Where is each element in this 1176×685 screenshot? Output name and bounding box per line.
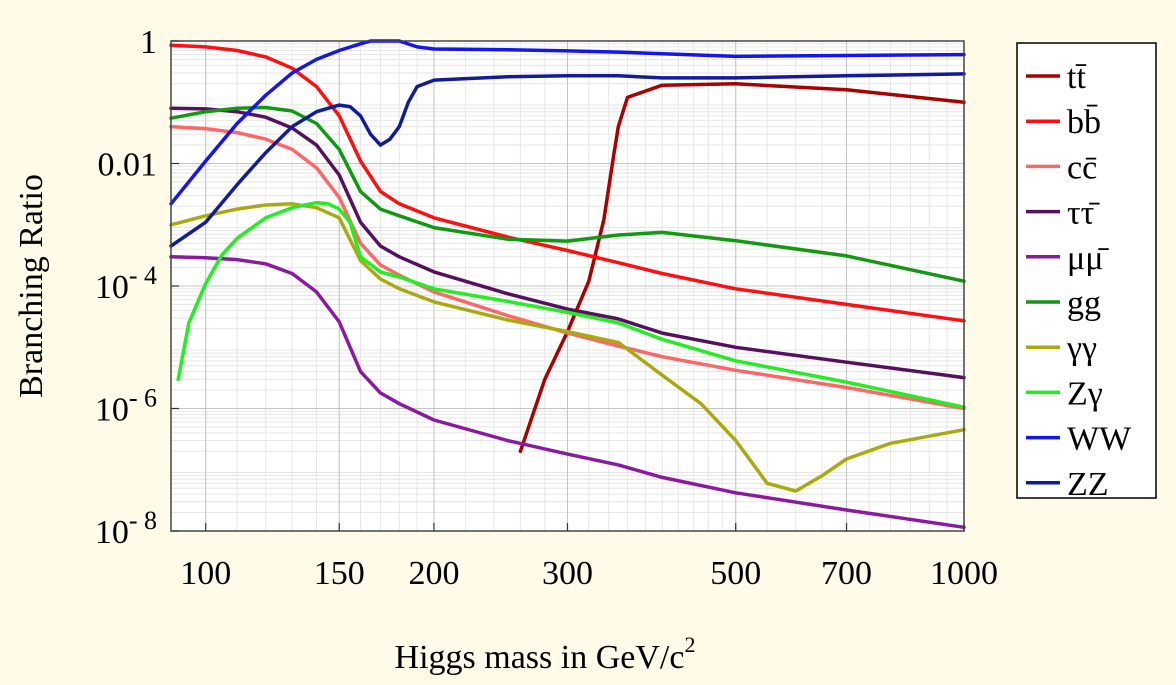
y-tick-label: 1: [140, 24, 157, 61]
series-line: [176, 200, 966, 409]
legend-box: [1016, 42, 1157, 499]
y-axis-title: Branching Ratio: [13, 174, 50, 398]
x-tick-labels: 100 150 200 300 500 700 1000: [180, 555, 998, 592]
x-tick-label: 300: [542, 555, 593, 592]
legend-label: cc̄: [1067, 149, 1097, 186]
y-tick-label-base: 10: [95, 514, 129, 551]
legend-label: WW: [1067, 421, 1132, 458]
legend-label: tt̄: [1067, 59, 1087, 96]
x-axis-title-text: Higgs mass in GeV/c: [395, 639, 685, 676]
y-tick-label-base: 10: [95, 392, 129, 429]
x-tick-label: 150: [314, 555, 365, 592]
series-line: [169, 43, 966, 323]
legend-label: Zγ: [1067, 375, 1103, 412]
y-tick-label: 10- 6: [95, 384, 157, 429]
series-line: [169, 255, 966, 530]
x-tick-label: 100: [180, 555, 231, 592]
series-line: [169, 124, 966, 411]
y-tick-label: 0.01: [98, 147, 158, 184]
x-tick-label: 700: [821, 555, 872, 592]
x-tick-label: 200: [408, 555, 459, 592]
series-line: [169, 105, 966, 283]
series-line: [518, 82, 966, 454]
y-tick-label-exponent: - 6: [129, 384, 157, 413]
legend-label: gg: [1067, 285, 1101, 322]
y-tick-marks: [171, 40, 179, 532]
x-tick-label: 500: [710, 555, 761, 592]
legend-label: μμ̄: [1067, 240, 1109, 277]
y-tick-label-exponent: - 4: [129, 261, 157, 290]
x-axis-title-superscript: 2: [684, 632, 695, 657]
y-tick-label-base: 10: [95, 269, 129, 306]
legend-label: γγ: [1066, 330, 1097, 367]
x-tick-label: 1000: [930, 555, 998, 592]
y-tick-label: 10- 8: [95, 506, 157, 551]
legend-label: ZZ: [1067, 466, 1109, 503]
legend-label: bb̄: [1067, 104, 1101, 141]
series-line: [169, 106, 966, 380]
x-axis-title: Higgs mass in GeV/c2: [395, 632, 696, 676]
x-tick-marks: [205, 523, 965, 531]
y-tick-label: 10- 4: [95, 261, 157, 306]
series-line: [169, 72, 966, 248]
y-tick-label-exponent: - 8: [129, 506, 157, 535]
series-line: [169, 202, 966, 493]
